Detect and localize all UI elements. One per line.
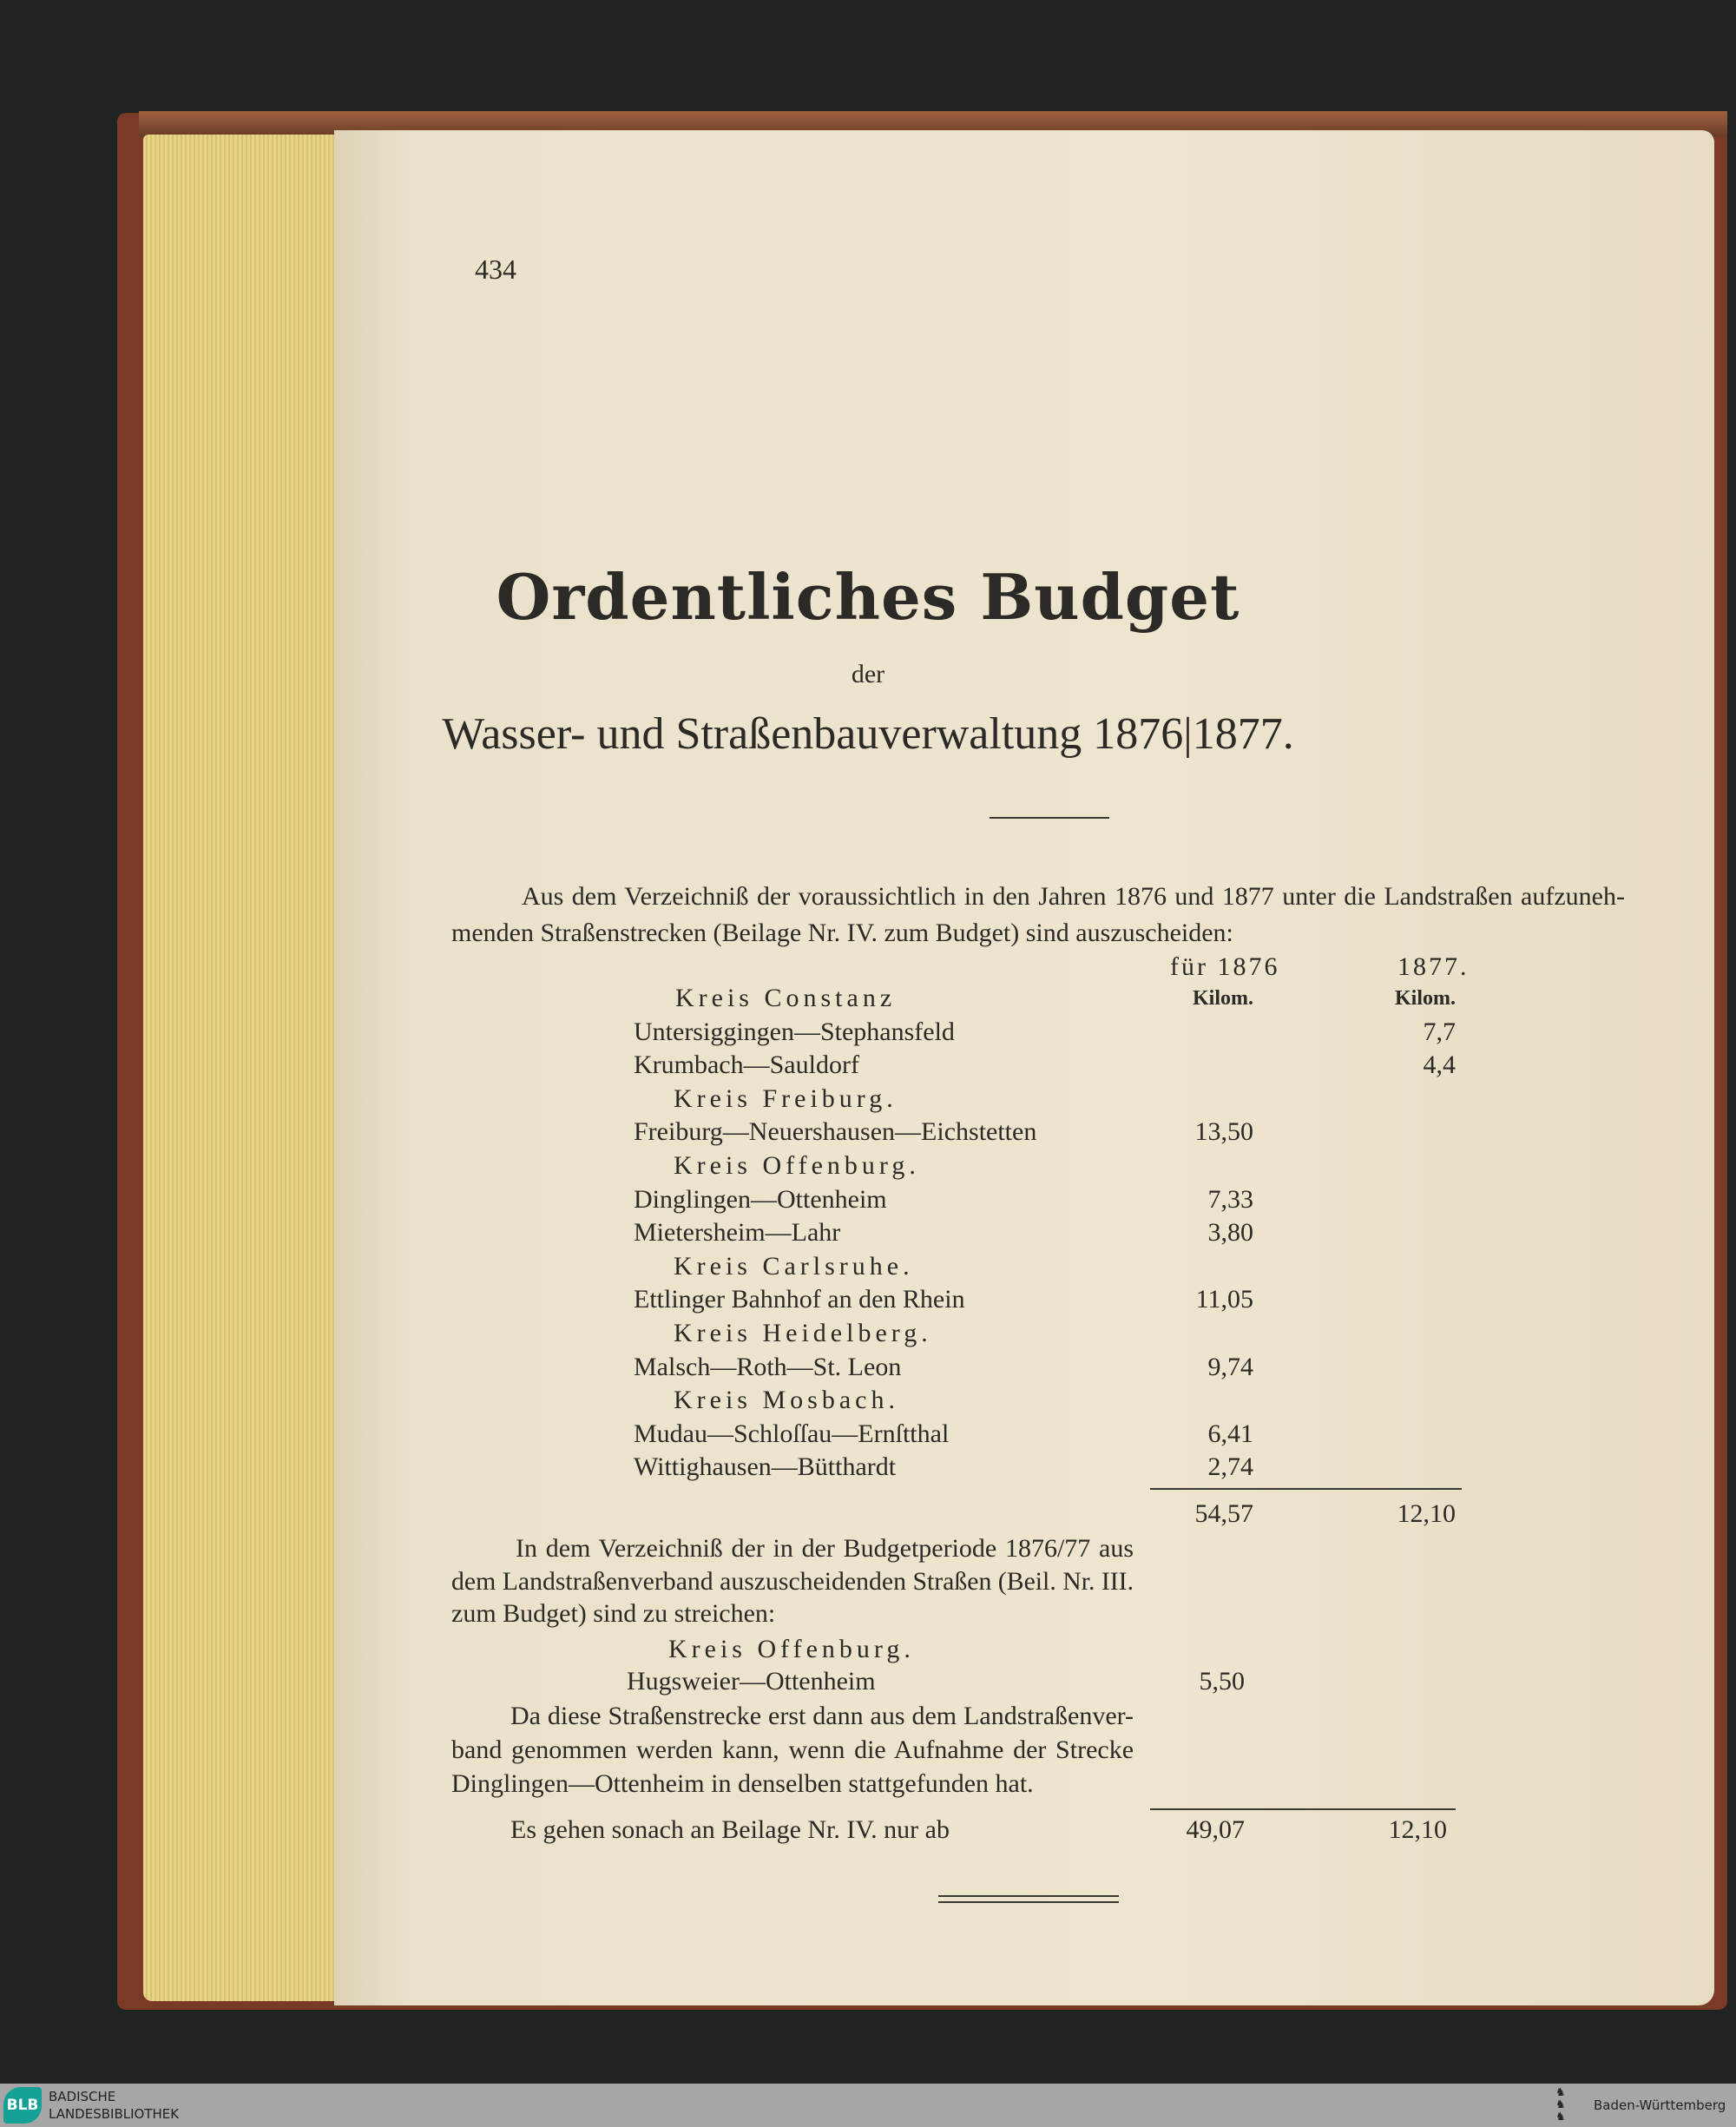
kreis-heading: Kreis Mosbach. (674, 1386, 899, 1414)
final-1876: 49,07 (1186, 1815, 1246, 1844)
third-para-line-1: Da diese Straßenstrecke erst dann aus de… (510, 1702, 1134, 1730)
column-header-1877: 1877. (1397, 952, 1470, 981)
sum-1876: 54,57 (1194, 1499, 1254, 1528)
kreis-heading: Kreis Carlsruhe. (674, 1252, 914, 1281)
kreis-heading: Kreis Heidelberg. (674, 1319, 932, 1347)
kreis-heading: Kreis Offenburg. (674, 1151, 920, 1180)
road-value-1876: 5,50 (1199, 1667, 1246, 1696)
intro-line-1: Aus dem Verzeichniß der voraussichtlich … (522, 882, 1625, 911)
page-title: Ordentliches Budget (496, 560, 1240, 634)
road-value-1876: 3,80 (1207, 1218, 1254, 1247)
page-number: 434 (475, 254, 516, 285)
final-1877: 12,10 (1388, 1815, 1448, 1844)
road-label: Untersiggingen—Stephansfeld (634, 1017, 955, 1046)
road-label: Freiburg—Neuershausen—Eichstetten (634, 1117, 1037, 1146)
road-label: Mietersheim—Lahr (634, 1218, 841, 1247)
library-name-line2: LANDESBIBLIOTHEK (49, 2106, 180, 2122)
road-label: Malsch—Roth—St. Leon (634, 1353, 902, 1381)
second-para-line-3: zum Budget) sind zu streichen: (451, 1599, 776, 1628)
third-para-line-3: Dinglingen—Ottenheim in denselben stattg… (451, 1769, 1034, 1798)
title-connector: der (851, 660, 885, 688)
road-value-1876: 2,74 (1207, 1452, 1254, 1481)
road-value-1876: 11,05 (1195, 1285, 1253, 1314)
sum-rule (1150, 1488, 1462, 1490)
unit-1877: Kilom. (1395, 987, 1456, 1010)
road-value-1877: 7,7 (1423, 1017, 1457, 1046)
final-rule (1150, 1808, 1456, 1810)
road-label: Krumbach—Sauldorf (634, 1050, 859, 1079)
road-label: Wittighausen—Bütthardt (634, 1452, 897, 1481)
end-double-rule-bottom (938, 1901, 1119, 1903)
road-label: Hugsweier—Ottenheim (627, 1667, 876, 1696)
road-value-1876: 7,33 (1207, 1185, 1254, 1214)
footer-bar (0, 2084, 1736, 2127)
road-label: Mudau—Schloſſau—Ernſtthal (634, 1419, 950, 1448)
unit-1876: Kilom. (1193, 987, 1253, 1010)
kreis-heading: Kreis Offenburg. (668, 1635, 915, 1663)
final-label: Es gehen sonach an Beilage Nr. IV. nur a… (510, 1815, 950, 1844)
kreis-heading: Kreis Freiburg. (674, 1084, 898, 1113)
blb-logo[interactable]: BLB (3, 2087, 42, 2124)
page-subtitle: Wasser- und Straßenbauverwaltung 1876|18… (442, 709, 1294, 759)
title-divider (990, 817, 1109, 819)
road-label: Dinglingen—Ottenheim (634, 1185, 887, 1214)
second-para-line-1: In dem Verzeichniß der in der Budgetperi… (516, 1534, 1134, 1563)
library-name-line1: BADISCHE (49, 2089, 116, 2104)
road-value-1876: 13,50 (1194, 1117, 1254, 1146)
state-name[interactable]: Baden-Württemberg (1594, 2097, 1726, 2113)
intro-line-2: menden Straßenstrecken (Beilage Nr. IV. … (451, 919, 1233, 947)
state-lions-icon: ♞ ♞ ♞ (1555, 2086, 1566, 2124)
road-value-1876: 9,74 (1207, 1353, 1254, 1381)
book-page (334, 130, 1714, 2005)
third-para-line-2: band genommen werden kann, wenn die Aufn… (451, 1735, 1134, 1764)
sum-1877: 12,10 (1397, 1499, 1457, 1528)
column-header-1876: für 1876 (1170, 952, 1280, 981)
second-para-line-2: dem Landstraßenverband auszuscheidenden … (451, 1567, 1134, 1596)
road-label: Ettlinger Bahnhof an den Rhein (634, 1285, 965, 1314)
road-value-1877: 4,4 (1423, 1050, 1457, 1079)
end-double-rule-top (938, 1895, 1119, 1897)
blb-logo-text: BLB (6, 2097, 39, 2114)
road-value-1876: 6,41 (1207, 1419, 1254, 1448)
page-edges (143, 135, 339, 2001)
kreis-heading: Kreis Constanz (675, 984, 897, 1012)
